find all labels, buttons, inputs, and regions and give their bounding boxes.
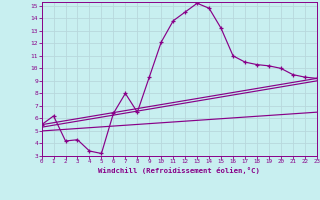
X-axis label: Windchill (Refroidissement éolien,°C): Windchill (Refroidissement éolien,°C)	[98, 167, 260, 174]
